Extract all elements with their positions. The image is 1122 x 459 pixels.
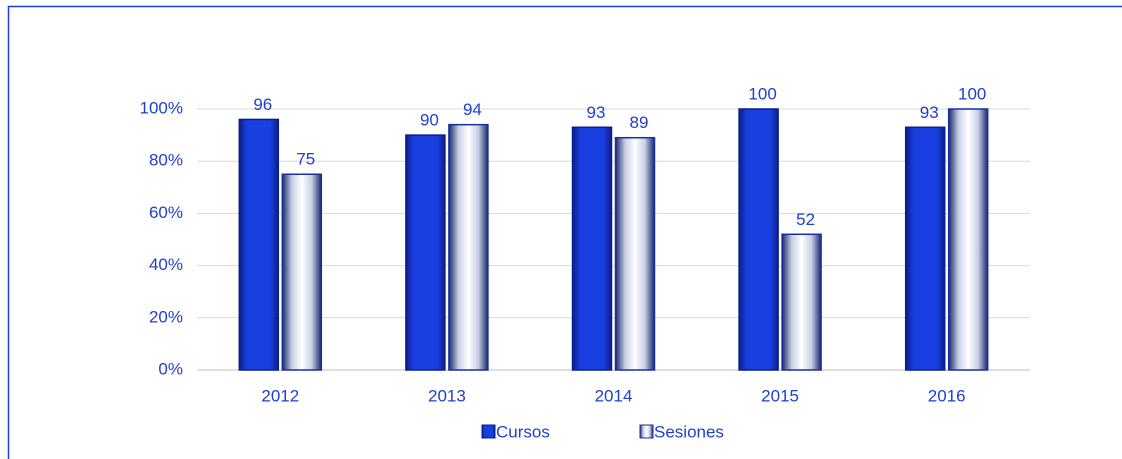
- data-label: 93: [587, 103, 606, 122]
- bar: [614, 136, 656, 371]
- x-tick-label: 2016: [928, 386, 966, 405]
- bar: [238, 118, 280, 371]
- data-label: 89: [630, 113, 649, 132]
- y-tick-label: 20%: [149, 307, 183, 326]
- x-tick-label: 2015: [761, 386, 799, 405]
- bar: [448, 123, 489, 371]
- bar: [738, 108, 779, 371]
- y-tick-label: 80%: [149, 151, 183, 170]
- data-label: 93: [920, 103, 939, 122]
- legend-swatch: [639, 424, 654, 439]
- bar: [571, 126, 613, 371]
- y-tick-label: 60%: [149, 203, 183, 222]
- bar: [405, 134, 446, 371]
- bar: [781, 233, 822, 371]
- legend-swatch: [481, 424, 496, 439]
- y-tick-label: 40%: [149, 255, 183, 274]
- data-label: 96: [253, 95, 272, 114]
- data-label: 94: [463, 100, 482, 119]
- bar: [281, 173, 323, 371]
- data-label: 52: [796, 210, 815, 229]
- legend-label: Sesiones: [654, 422, 724, 441]
- x-tick-label: 2012: [261, 386, 299, 405]
- bar: [947, 108, 989, 371]
- frame: [7, 5, 1122, 459]
- data-label: 90: [420, 111, 439, 130]
- y-tick-label: 0%: [158, 359, 183, 378]
- data-label: 100: [958, 84, 986, 103]
- bar: [904, 126, 946, 371]
- data-label: 100: [748, 84, 776, 103]
- legend-label: Cursos: [496, 422, 550, 441]
- x-tick-label: 2013: [428, 386, 466, 405]
- y-tick-label: 100%: [140, 98, 183, 117]
- data-label: 75: [296, 150, 315, 169]
- x-tick-label: 2014: [595, 386, 633, 405]
